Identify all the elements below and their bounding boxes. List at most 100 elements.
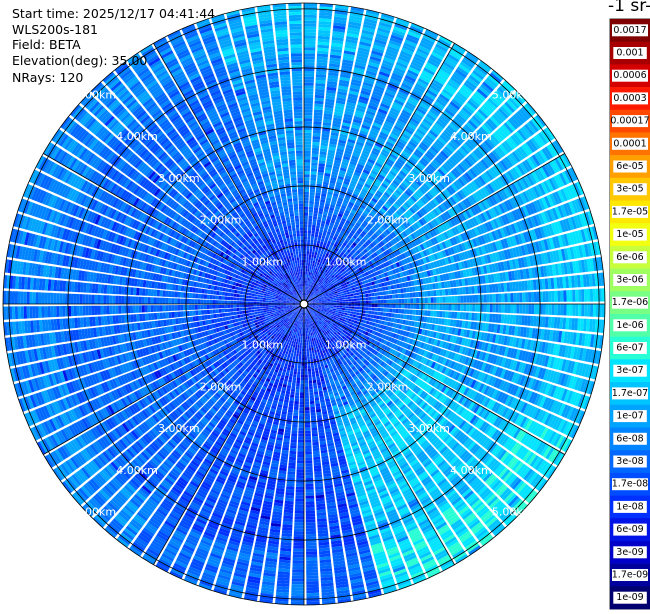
beta-cell bbox=[304, 121, 312, 124]
beta-cell bbox=[419, 304, 422, 309]
beta-cell bbox=[387, 304, 390, 308]
beta-cell bbox=[333, 299, 336, 301]
beta-cell bbox=[490, 304, 493, 312]
beta-cell bbox=[413, 298, 416, 303]
beta-cell bbox=[309, 210, 313, 213]
beta-cell bbox=[304, 233, 307, 236]
beta-cell bbox=[305, 280, 306, 283]
beta-cell bbox=[313, 261, 316, 264]
beta-cell bbox=[308, 227, 312, 230]
beta-cell bbox=[311, 255, 314, 258]
beta-cell bbox=[304, 44, 315, 47]
beta-cell bbox=[339, 296, 342, 298]
beta-cell bbox=[315, 234, 319, 238]
beta-cell bbox=[499, 304, 502, 313]
beta-cell bbox=[304, 100, 313, 103]
beta-cell bbox=[311, 160, 318, 163]
beta-cell bbox=[304, 115, 312, 118]
beta-cell bbox=[348, 306, 351, 308]
beta-cell bbox=[314, 240, 317, 243]
beta-cell bbox=[407, 309, 410, 314]
beta-cell bbox=[493, 294, 496, 302]
beta-cell bbox=[534, 292, 537, 302]
beta-cell bbox=[448, 312, 451, 319]
beta-cell bbox=[347, 313, 350, 316]
beta-cell bbox=[353, 312, 356, 315]
beta-cell bbox=[528, 304, 531, 314]
beta-cell bbox=[304, 33, 316, 36]
beta-cell bbox=[395, 299, 398, 303]
beta-cell bbox=[313, 216, 317, 219]
beta-cell bbox=[383, 295, 386, 299]
beta-cell bbox=[496, 294, 499, 303]
beta-cell bbox=[454, 296, 457, 303]
beta-cell bbox=[513, 304, 516, 313]
beta-cell bbox=[308, 263, 310, 266]
beta-cell bbox=[304, 221, 308, 224]
beta-cell bbox=[338, 294, 341, 296]
beta-cell bbox=[330, 299, 333, 301]
beta-cell bbox=[401, 309, 404, 314]
beta-cell bbox=[355, 315, 358, 318]
beta-cell bbox=[315, 201, 320, 205]
beta-cell bbox=[552, 304, 555, 315]
beta-cell bbox=[531, 292, 534, 302]
beta-cell bbox=[454, 288, 458, 295]
beta-cell bbox=[366, 301, 369, 304]
beta-cell bbox=[309, 207, 314, 210]
beta-cell bbox=[375, 308, 378, 311]
beta-cell bbox=[560, 290, 563, 301]
beta-cell bbox=[463, 296, 466, 303]
beta-cell bbox=[398, 294, 401, 299]
beta-cell bbox=[578, 304, 581, 316]
beta-cell bbox=[368, 293, 371, 296]
beta-cell bbox=[306, 257, 308, 260]
beta-cell bbox=[566, 304, 569, 316]
beta-cell bbox=[345, 302, 348, 304]
beta-cell bbox=[430, 311, 433, 317]
beta-cell bbox=[378, 300, 381, 303]
beta-cell bbox=[304, 177, 310, 180]
beta-cell bbox=[315, 249, 318, 252]
beta-cell bbox=[505, 304, 508, 313]
beta-cell bbox=[306, 272, 308, 275]
beta-cell bbox=[463, 304, 466, 311]
beta-cell bbox=[525, 304, 528, 314]
beta-cell bbox=[304, 53, 315, 56]
beta-cell bbox=[519, 293, 522, 303]
beta-cell bbox=[575, 290, 578, 302]
beta-cell bbox=[308, 219, 312, 222]
beta-cell bbox=[397, 314, 400, 319]
beta-cell bbox=[304, 118, 312, 121]
beta-cell bbox=[315, 231, 319, 235]
beta-cell bbox=[356, 292, 359, 295]
beta-cell bbox=[304, 47, 315, 50]
beta-cell bbox=[369, 304, 372, 307]
beta-cell bbox=[563, 304, 566, 316]
beta-cell bbox=[313, 213, 317, 216]
beta-cell bbox=[307, 248, 310, 251]
beta-cell bbox=[558, 304, 561, 315]
beta-cell bbox=[549, 304, 552, 315]
beta-cell bbox=[312, 222, 316, 225]
beta-cell bbox=[383, 308, 386, 312]
beta-cell bbox=[316, 258, 319, 261]
beta-cell bbox=[310, 192, 315, 195]
beta-cell bbox=[304, 36, 316, 39]
beta-cell bbox=[572, 290, 575, 302]
beta-cell bbox=[314, 204, 319, 208]
beta-cell bbox=[309, 213, 313, 216]
beta-cell bbox=[342, 306, 345, 308]
beta-cell bbox=[304, 18, 317, 21]
beta-cell bbox=[307, 272, 309, 275]
beta-cell bbox=[395, 309, 398, 313]
beta-cell bbox=[304, 27, 316, 30]
beta-cell bbox=[343, 290, 346, 293]
beta-cell bbox=[327, 300, 330, 302]
beta-cell bbox=[304, 145, 311, 148]
beta-cell bbox=[569, 304, 572, 316]
beta-cell bbox=[353, 293, 356, 296]
beta-cell bbox=[431, 297, 434, 303]
beta-cell bbox=[304, 171, 310, 174]
beta-cell bbox=[322, 302, 325, 303]
